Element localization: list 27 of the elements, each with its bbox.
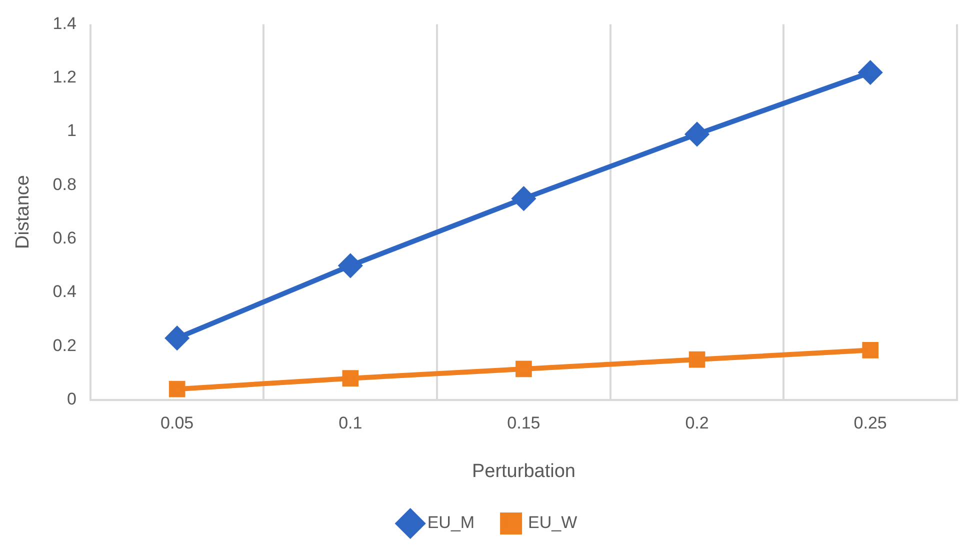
y-tick-label: 0 bbox=[66, 389, 76, 408]
point bbox=[342, 370, 359, 386]
y-tick-label: 0.2 bbox=[52, 336, 76, 355]
y-tick-label: 0.6 bbox=[52, 228, 76, 248]
y-tick-label: 1 bbox=[66, 121, 76, 140]
point bbox=[858, 60, 882, 84]
x-tick-label: 0.15 bbox=[507, 414, 540, 433]
point bbox=[516, 360, 532, 378]
y-tick-label: 1.2 bbox=[52, 68, 76, 87]
y-axis-title: Distance bbox=[12, 175, 34, 249]
point bbox=[686, 122, 709, 146]
x-tick-label: 0.25 bbox=[854, 414, 887, 433]
point bbox=[168, 380, 186, 398]
point bbox=[512, 187, 536, 210]
x-tick-label: 0.1 bbox=[338, 414, 362, 433]
x-axis-title: Perturbation bbox=[472, 460, 576, 482]
point bbox=[688, 351, 706, 368]
point bbox=[338, 254, 362, 278]
y-tick-label: 0.4 bbox=[52, 282, 76, 302]
point bbox=[862, 342, 878, 358]
legend-label: EU_W bbox=[528, 513, 578, 532]
x-tick-label: 0.05 bbox=[160, 414, 194, 433]
y-tick-label: 0.8 bbox=[52, 174, 76, 194]
point bbox=[166, 326, 189, 350]
legend-label: EU_M bbox=[427, 513, 475, 532]
x-tick-label: 0.2 bbox=[685, 414, 709, 433]
y-tick-label: 1.4 bbox=[52, 14, 76, 33]
